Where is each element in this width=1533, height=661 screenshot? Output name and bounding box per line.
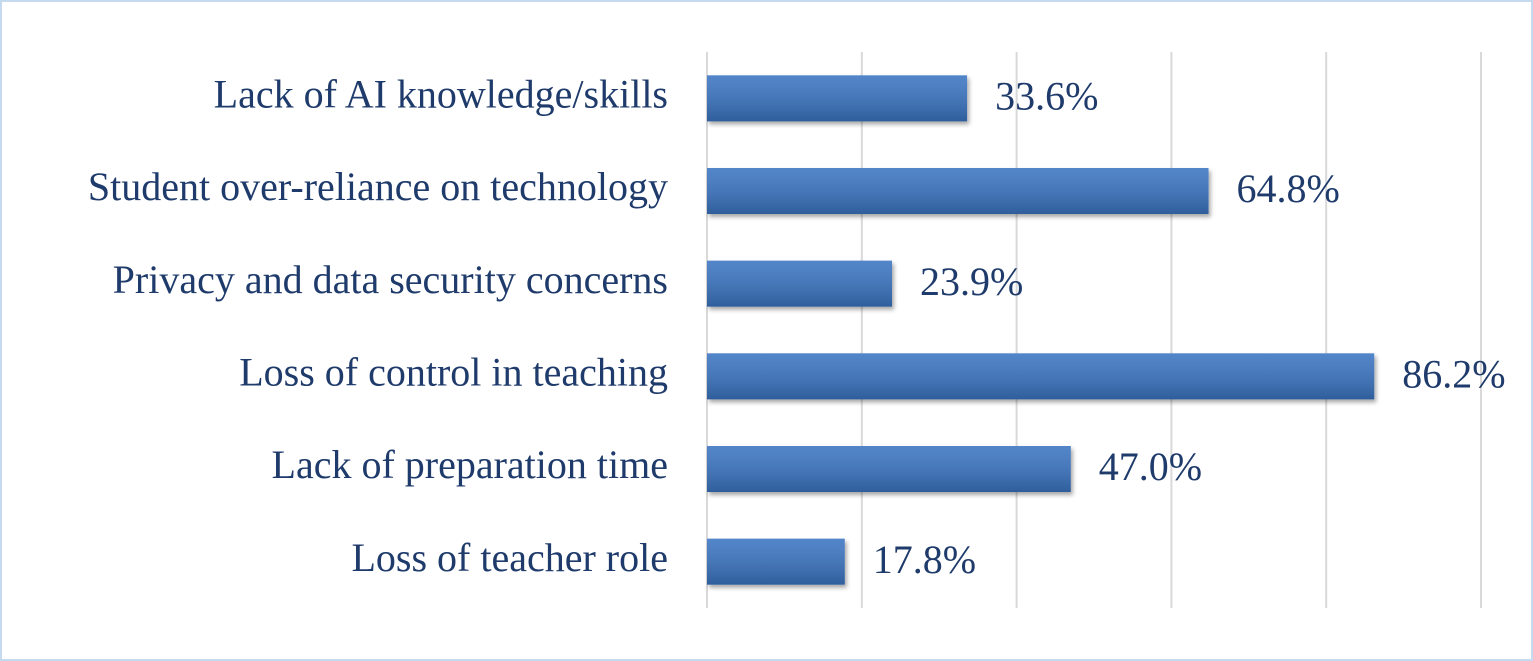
y-tick-label: Privacy and data security concerns	[113, 257, 668, 302]
y-tick-label: Lack of AI knowledge/skills	[214, 72, 668, 117]
value-label: 64.8%	[1237, 166, 1340, 211]
value-label: 33.6%	[995, 74, 1098, 119]
y-tick-label: Student over-reliance on technology	[88, 164, 668, 209]
bar	[707, 168, 1209, 214]
bar	[707, 538, 845, 585]
value-label: 23.9%	[920, 259, 1023, 304]
value-label: 47.0%	[1099, 444, 1202, 489]
bar	[707, 75, 968, 122]
y-tick-label: Loss of control in teaching	[239, 350, 668, 395]
value-label: 86.2%	[1402, 352, 1505, 397]
bar	[707, 446, 1071, 492]
bar	[707, 260, 892, 307]
bar	[707, 353, 1375, 400]
value-label: 17.8%	[873, 537, 976, 582]
y-tick-label: Loss of teacher role	[351, 535, 668, 580]
y-tick-label: Lack of preparation time	[272, 442, 668, 487]
